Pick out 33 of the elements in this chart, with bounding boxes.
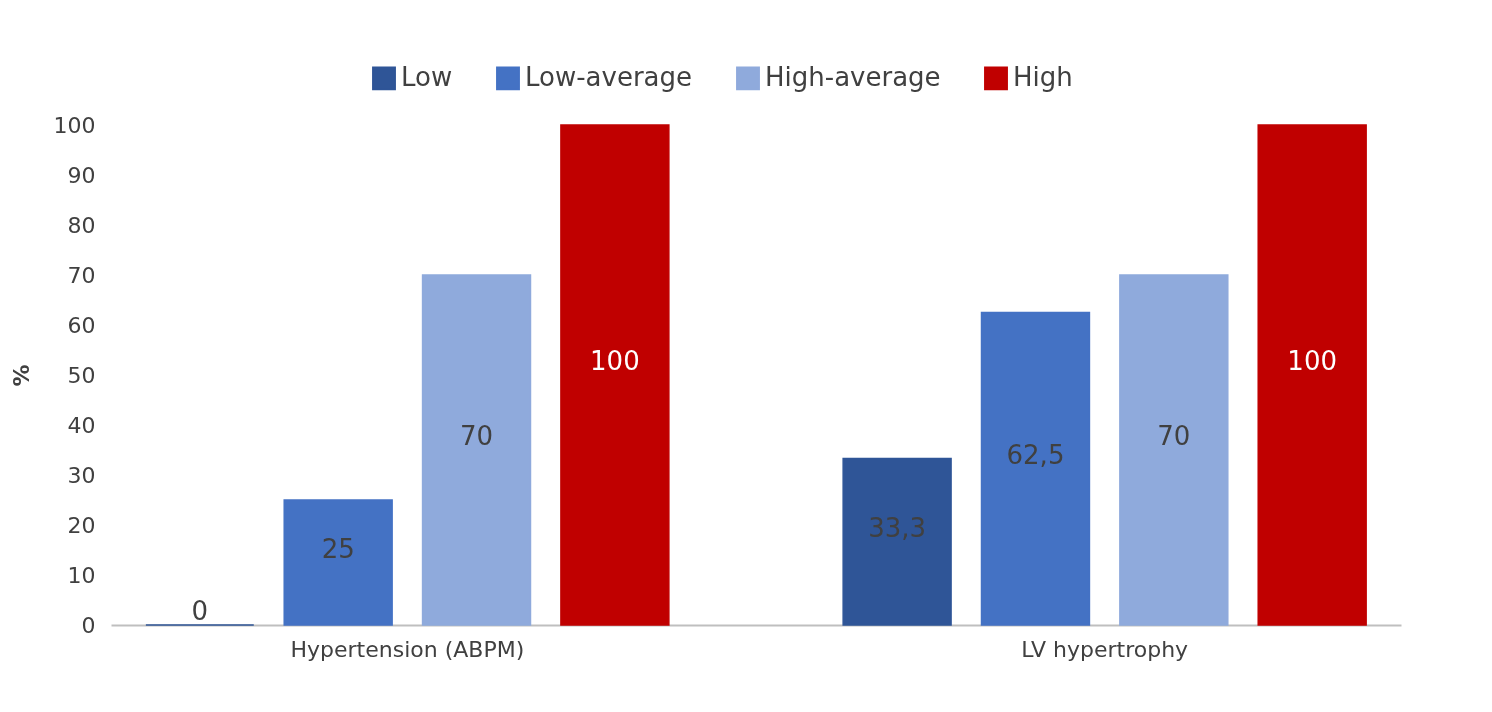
y-tick-label: 50: [67, 362, 96, 388]
bar: [980, 311, 1091, 626]
data-label: 70: [459, 421, 494, 451]
data-label: 62,5: [1006, 439, 1065, 470]
legend-label: Low: [401, 62, 453, 93]
y-tick-label: 60: [67, 312, 96, 338]
y-axis-title: %: [8, 364, 34, 387]
data-label: 100: [1287, 346, 1337, 376]
bar: [421, 274, 532, 626]
y-tick-label: 90: [67, 162, 96, 188]
y-tick-label: 70: [67, 262, 96, 288]
bar: [1257, 124, 1367, 626]
bar: [560, 124, 670, 626]
y-tick-label: 0: [81, 612, 96, 638]
bar: [283, 499, 393, 626]
y-tick-label: 80: [67, 212, 96, 238]
legend-label: Low-average: [525, 62, 693, 93]
bar: [1119, 274, 1229, 626]
x-tick-label: LV hypertrophy: [1021, 636, 1189, 662]
y-tick-label: 40: [67, 412, 96, 438]
y-tick-label: 10: [67, 562, 96, 588]
y-tick-label: 30: [67, 462, 96, 488]
y-tick-label: 100: [53, 112, 96, 138]
data-label: 25: [321, 533, 355, 564]
y-tick-label: 20: [67, 512, 96, 538]
bar: [842, 457, 952, 626]
legend-label: High-average: [765, 62, 941, 93]
x-tick-label: Hypertension (ABPM): [290, 636, 525, 662]
data-label: 100: [590, 346, 640, 376]
data-label: 33,3: [868, 512, 927, 543]
legend-label: High: [1013, 62, 1073, 93]
data-label: 0: [191, 596, 209, 626]
data-label: 70: [1157, 421, 1191, 451]
